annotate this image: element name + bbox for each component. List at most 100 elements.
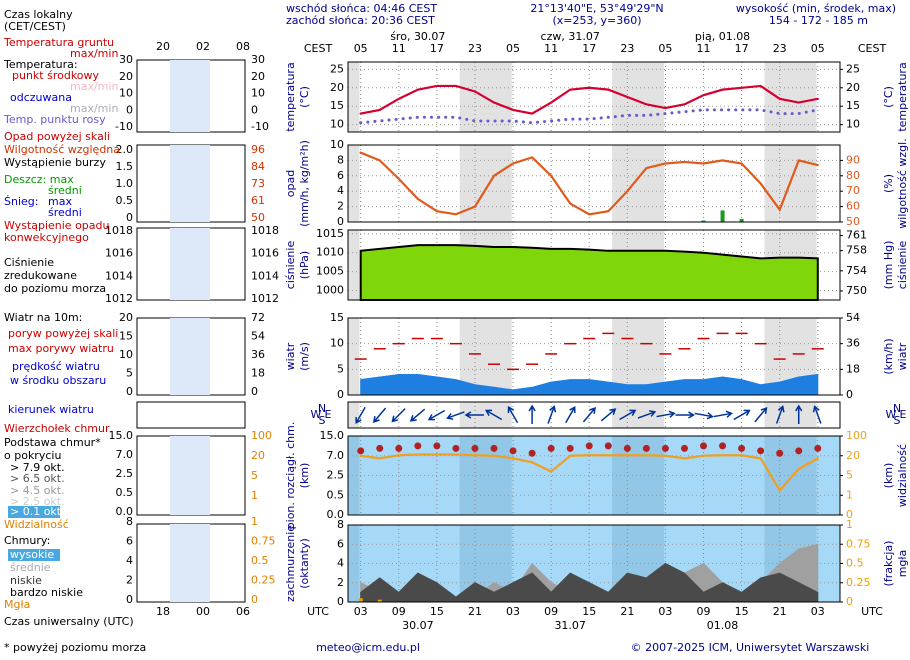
mini-tick-label: 54	[251, 330, 265, 343]
y-tick-label: 1010	[316, 246, 344, 259]
time-tick-label: 03	[506, 605, 520, 618]
dot	[566, 444, 574, 452]
panel-frame	[347, 524, 841, 603]
mini-tick-label: 20	[251, 70, 265, 83]
mini-tick-label: 0.0	[116, 505, 134, 518]
y2-tick-label: 100	[846, 429, 867, 442]
mini-tick-label: 50	[251, 211, 265, 224]
legend-text: Temp. punktu rosy	[3, 113, 106, 126]
dot	[452, 444, 460, 452]
dot	[395, 444, 403, 452]
panel	[347, 61, 843, 133]
wind-arrow	[355, 406, 366, 425]
dot	[547, 444, 555, 452]
mini-tick-label: -10	[115, 120, 133, 133]
y2-tick-label: 54	[846, 311, 860, 324]
day-label: śro, 30.07	[390, 30, 445, 43]
mini-tick-label: 1	[251, 515, 258, 528]
legend-text: > 7.9 okt.	[10, 461, 65, 474]
y2-tick-label: 1	[846, 518, 853, 531]
legend-text: Wilgotność względna	[4, 143, 120, 156]
mini-band	[170, 318, 210, 395]
mini-panel	[136, 401, 246, 429]
mini-tick-label: 0.5	[251, 554, 269, 567]
panel-frame	[347, 144, 841, 223]
mini-tick-label: 96	[251, 143, 265, 156]
night-band	[348, 145, 360, 222]
wind-arrow	[675, 411, 695, 419]
mini-tick-label: 72	[251, 311, 265, 324]
mini-tick-label: 1.0	[116, 177, 134, 190]
y2-tick-label: 0.25	[846, 576, 871, 589]
time-tick-label: 09	[392, 605, 406, 618]
night-band	[348, 436, 360, 515]
wind-arrow	[795, 404, 803, 424]
y-tick-label: 0.5	[327, 488, 345, 501]
night-band	[764, 402, 817, 428]
mini-tick-label: -10	[251, 120, 269, 133]
legend-highlight	[8, 549, 60, 561]
y-tick-label: 6	[337, 537, 344, 550]
mini-band	[170, 524, 210, 602]
legend-text: Chmury:	[4, 534, 50, 547]
wind-arrow	[694, 412, 714, 420]
legend-text: Wystąpienie burzy	[4, 156, 106, 169]
legend-text: Opad powyżej skali	[4, 130, 110, 143]
panel	[347, 229, 843, 301]
mini-tick-label: 1018	[251, 224, 279, 237]
mini-tick-label: 1014	[251, 269, 279, 282]
panel-frame	[347, 229, 841, 301]
legend-text: max/min	[70, 80, 118, 93]
y2-tick-label: 0	[846, 595, 853, 608]
compass-letter: E	[325, 408, 332, 421]
y2-tick-label: 758	[846, 244, 867, 257]
wind-arrow	[427, 409, 446, 421]
axis-unit: UTC	[307, 605, 329, 618]
y-tick-label: 0	[337, 388, 344, 401]
dot	[623, 444, 631, 452]
y2-tick-label: 20	[846, 81, 860, 94]
time-tick-label: 05	[658, 42, 672, 55]
time-tick-label: 21	[620, 605, 634, 618]
time-tick-label: 03	[354, 605, 368, 618]
y2-axis-label: wiatr	[896, 342, 909, 370]
time-tick-label: 17	[735, 42, 749, 55]
legend-text: > 2.5 okt.	[10, 495, 65, 508]
y-tick-label: 10	[330, 138, 344, 151]
legend-text: max porywy wiatru	[8, 342, 114, 355]
y-tick-label: 7.0	[327, 449, 345, 462]
y-axis-unit: (km)	[298, 463, 311, 489]
mini-tick-label: 4	[126, 554, 133, 567]
y-axis-label: ciśnienie	[284, 241, 297, 290]
night-band	[348, 402, 360, 428]
y-tick-label: 1015	[316, 227, 344, 240]
night-band	[764, 436, 817, 515]
legend-highlight	[8, 506, 60, 518]
time-tick-label: 15	[582, 605, 596, 618]
y2-tick-label: 0	[846, 388, 853, 401]
night-band	[612, 318, 665, 395]
mini-tick-label: 61	[251, 194, 265, 207]
mini-tick-label: 0	[126, 103, 133, 116]
y2-tick-label: 70	[846, 184, 860, 197]
y-axis-label: zachmurzenie	[284, 525, 297, 602]
night-band	[612, 62, 665, 132]
dot	[585, 442, 593, 450]
y2-axis-unit: (frakcja)	[882, 541, 895, 587]
y2-axis-label: widzialność	[896, 444, 909, 507]
mini-time-label: 02	[196, 40, 210, 53]
legend-text: konwekcyjnego	[4, 231, 89, 244]
panel-frame	[347, 435, 841, 516]
legend-text: prędkość wiatru	[12, 360, 100, 373]
legend-text: max/min	[70, 47, 118, 60]
mini-tick-label: 0	[251, 103, 258, 116]
line	[359, 151, 819, 216]
y2-tick-label: 0.75	[846, 537, 871, 550]
legend-text: zredukowane	[4, 269, 77, 282]
y2-tick-label: 36	[846, 337, 860, 350]
night-band	[459, 436, 512, 515]
footer-email: meteo@icm.edu.pl	[316, 641, 420, 654]
footnote: * powyżej poziomu morza	[4, 641, 146, 654]
y-tick-label: 0	[337, 215, 344, 228]
wind-arrow	[446, 411, 465, 420]
